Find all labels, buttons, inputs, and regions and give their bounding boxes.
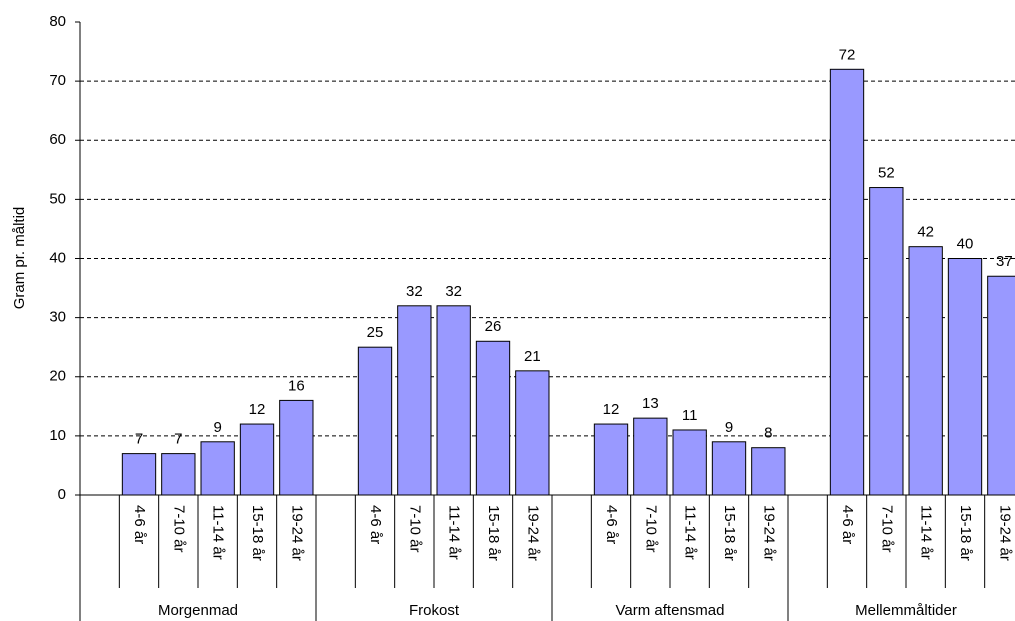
x-tick-label: 19-24 år	[996, 505, 1013, 561]
y-axis-label: Gram pr. måltid	[11, 207, 28, 310]
bar	[829, 68, 865, 496]
bar	[397, 305, 432, 496]
x-tick-label: 11-14 år	[682, 505, 699, 560]
bar	[200, 441, 235, 496]
x-tick-label: 19-24 år	[524, 505, 541, 561]
bar	[121, 453, 157, 496]
bar	[436, 305, 471, 496]
bar	[869, 187, 904, 496]
value-label: 72	[839, 46, 856, 63]
x-tick-label: 11-14 år	[446, 505, 463, 560]
value-label: 21	[524, 348, 541, 365]
bar	[475, 340, 511, 496]
x-tick-label: 7-10 år	[642, 505, 659, 553]
bar	[711, 441, 747, 496]
x-tick-label: 7-10 år	[406, 505, 423, 553]
bar	[633, 417, 668, 496]
bar	[751, 447, 786, 496]
x-tick-label: 15-18 år	[957, 505, 974, 561]
y-tick-label: 20	[49, 368, 66, 385]
x-tick-label: 19-24 år	[288, 505, 305, 561]
y-tick-label: 80	[49, 13, 66, 30]
value-label: 9	[213, 419, 221, 436]
value-label: 9	[725, 419, 733, 436]
bar	[515, 370, 550, 496]
group-label: Frokost	[409, 602, 460, 619]
x-tick-label: 15-18 år	[721, 505, 738, 561]
y-tick-label: 0	[58, 486, 66, 503]
group-label: Mellemmåltider	[855, 602, 957, 619]
value-label: 52	[878, 165, 895, 182]
y-tick-label: 60	[49, 131, 66, 148]
x-tick-label: 15-18 år	[485, 505, 502, 561]
x-tick-label: 4-6 år	[839, 505, 856, 544]
value-label: 12	[603, 401, 620, 418]
x-tick-label: 7-10 år	[878, 505, 895, 553]
bar	[908, 246, 943, 496]
bar	[357, 346, 393, 496]
x-tick-label: 4-6 år	[367, 505, 384, 544]
value-label: 32	[445, 283, 462, 300]
value-label: 11	[682, 407, 698, 424]
x-tick-label: 15-18 år	[249, 505, 266, 561]
value-label: 25	[367, 324, 384, 341]
bar	[672, 429, 707, 496]
value-label: 42	[917, 224, 934, 241]
value-label: 16	[288, 377, 305, 394]
group-label: Varm aftensmad	[616, 602, 725, 619]
bar	[161, 453, 196, 496]
bar	[279, 399, 314, 496]
value-label: 32	[406, 283, 423, 300]
y-tick-label: 50	[49, 190, 66, 207]
bar	[239, 423, 275, 496]
y-tick-label: 10	[49, 427, 66, 444]
bar	[947, 258, 983, 496]
y-tick-label: 30	[49, 309, 66, 326]
value-label: 37	[996, 253, 1013, 270]
y-tick-label: 40	[49, 249, 66, 266]
x-tick-label: 4-6 år	[603, 505, 620, 544]
bar	[593, 423, 629, 496]
x-tick-label: 11-14 år	[210, 505, 227, 560]
y-tick-label: 70	[49, 72, 66, 89]
group-label: Morgenmad	[158, 602, 238, 619]
x-tick-label: 11-14 år	[918, 505, 935, 560]
value-label: 7	[135, 431, 143, 448]
x-tick-label: 7-10 år	[170, 505, 187, 553]
value-label: 26	[485, 318, 502, 335]
value-label: 7	[174, 431, 182, 448]
value-label: 13	[642, 395, 659, 412]
x-tick-label: 4-6 år	[131, 505, 148, 544]
value-label: 12	[249, 401, 266, 418]
value-label: 40	[957, 235, 974, 252]
bar	[987, 275, 1015, 496]
x-tick-label: 19-24 år	[760, 505, 777, 561]
value-label: 8	[764, 425, 772, 442]
